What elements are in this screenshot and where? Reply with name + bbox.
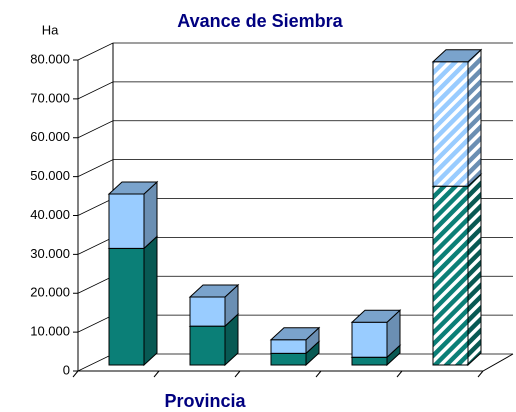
bar-front (270, 339, 307, 354)
bar-top (188, 284, 240, 298)
y-tick-label: 40.000 (30, 207, 70, 222)
y-tick-label: 20.000 (30, 285, 70, 300)
x-tick (477, 370, 484, 378)
x-axis-label: Provincia (164, 391, 246, 411)
y-tick-label: 50.000 (30, 168, 70, 183)
bar-front (351, 321, 388, 358)
x-tick (396, 370, 403, 378)
y-tick-label: 10.000 (30, 324, 70, 339)
bar-front (189, 325, 226, 366)
bar-top (431, 49, 483, 63)
x-tick (315, 370, 322, 378)
y-axis-label: Ha (42, 22, 59, 37)
bar-front (432, 185, 469, 366)
y-tick-label: 0 (63, 362, 70, 377)
bar-front (351, 356, 388, 366)
bar-top (107, 181, 159, 195)
bar-top (350, 309, 402, 323)
bar-side (467, 48, 482, 188)
y-tick-label: 60.000 (30, 129, 70, 144)
bar-front (189, 296, 226, 327)
bar-front (108, 193, 145, 249)
x-tick (234, 370, 241, 378)
bar-front (270, 352, 307, 366)
bar-top (269, 327, 321, 341)
x-tick (72, 370, 79, 378)
y-tick-label: 80.000 (30, 51, 70, 66)
chart-title: Avance de Siembra (177, 11, 343, 31)
x-tick (153, 370, 160, 378)
y-tick-label: 70.000 (30, 90, 70, 105)
bar-front (108, 247, 145, 366)
bar-side (143, 235, 158, 367)
bar-side (467, 173, 482, 367)
bar-front (432, 61, 469, 187)
y-tick-label: 30.000 (30, 246, 70, 261)
